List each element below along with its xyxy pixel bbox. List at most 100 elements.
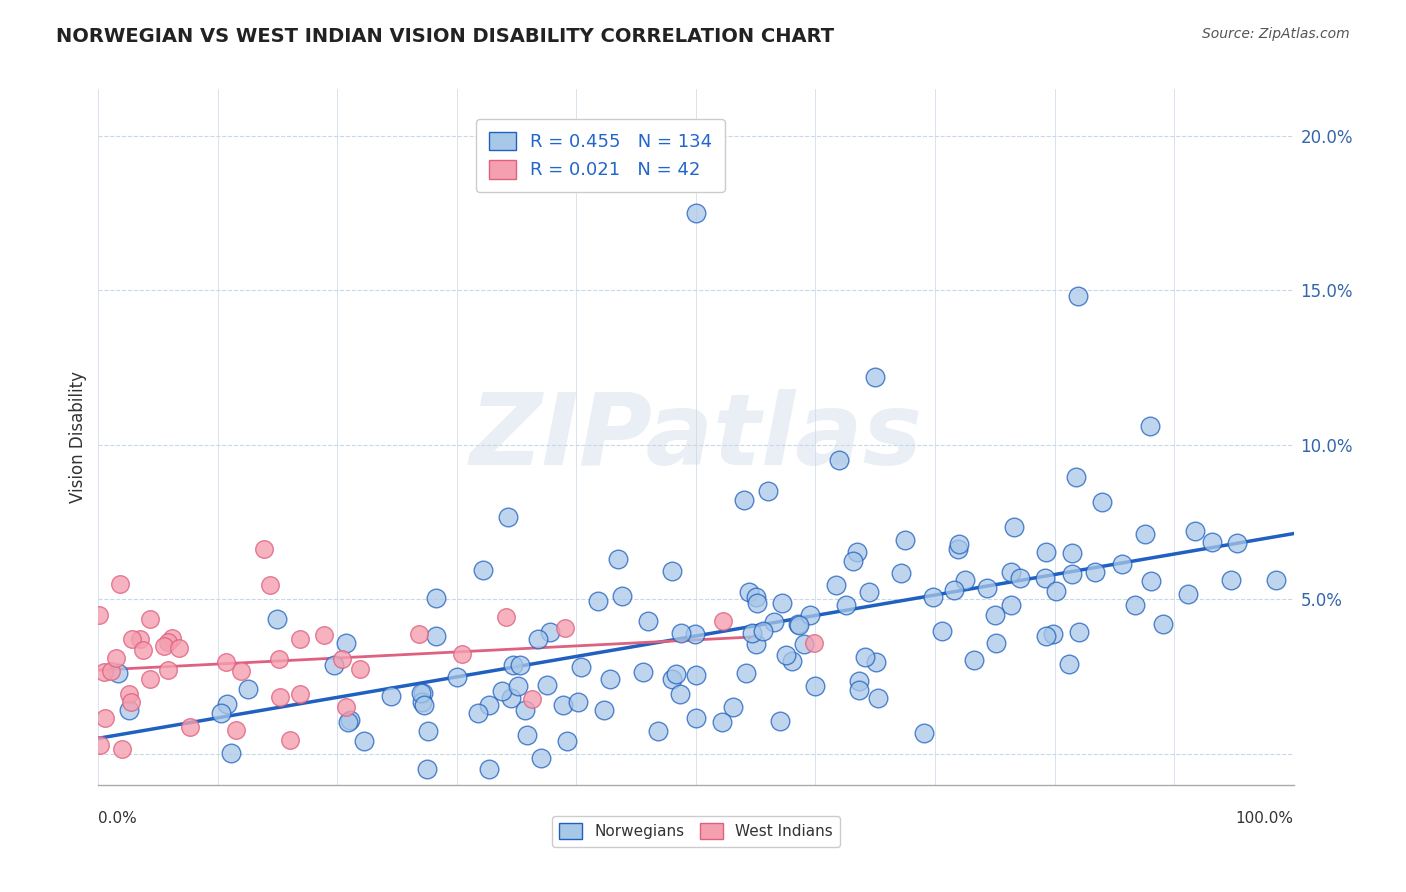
Point [94, 711, 117, 725]
Point [825, 578, 848, 592]
Point [1123, 598, 1146, 612]
Point [593, 702, 616, 716]
Point [157, 634, 180, 648]
Point [683, 627, 706, 641]
Point [323, 658, 346, 673]
Point [803, 679, 825, 693]
Point [769, 714, 792, 728]
Point [509, 658, 531, 673]
Point [118, 687, 141, 701]
Point [637, 614, 659, 628]
Point [138, 612, 160, 626]
Point [787, 618, 810, 632]
Point [555, 734, 578, 748]
Point [93, 665, 115, 680]
Text: 100.0%: 100.0% [1236, 811, 1294, 826]
Point [520, 692, 543, 706]
Point [551, 698, 574, 712]
Point [1062, 545, 1084, 559]
Point [745, 637, 768, 651]
Point [984, 636, 1007, 650]
Point [1033, 571, 1056, 585]
Point [763, 615, 786, 629]
Point [104, 651, 127, 665]
Point [834, 598, 856, 612]
Point [734, 666, 756, 681]
Point [335, 700, 357, 714]
Point [425, 591, 447, 606]
Point [335, 635, 357, 649]
Text: NORWEGIAN VS WEST INDIAN VISION DISABILITY CORRELATION CHART: NORWEGIAN VS WEST INDIAN VISION DISABILI… [56, 27, 834, 45]
Point [425, 630, 447, 644]
Point [953, 573, 976, 587]
Point [408, 627, 430, 641]
Point [120, 695, 142, 709]
Point [770, 596, 793, 610]
Point [1226, 535, 1249, 549]
Point [513, 703, 536, 717]
Point [853, 649, 876, 664]
Point [803, 636, 825, 650]
Point [412, 698, 434, 713]
Point [669, 687, 692, 701]
Point [1064, 469, 1087, 483]
Point [153, 640, 176, 654]
Point [337, 714, 360, 729]
Point [238, 682, 260, 697]
Text: 0.0%: 0.0% [98, 811, 138, 826]
Point [744, 590, 766, 604]
Point [1067, 625, 1090, 640]
Point [741, 625, 763, 640]
Point [848, 683, 870, 698]
Point [416, 723, 439, 738]
Point [87, 607, 110, 622]
Point [793, 637, 815, 651]
Point [380, 689, 402, 703]
Point [569, 660, 592, 674]
Point [554, 621, 576, 635]
Point [1045, 584, 1067, 599]
Point [1091, 495, 1114, 509]
Point [1042, 626, 1064, 640]
Point [1000, 598, 1022, 612]
Point [786, 617, 808, 632]
Point [219, 747, 242, 761]
Point [1201, 535, 1223, 549]
Point [828, 453, 851, 467]
Point [865, 369, 887, 384]
Point [478, 763, 501, 777]
Point [865, 656, 887, 670]
Point [685, 668, 707, 682]
Point [269, 690, 291, 704]
Point [756, 484, 779, 499]
Y-axis label: Vision Disability: Vision Disability [69, 371, 87, 503]
Point [912, 726, 935, 740]
Point [894, 533, 917, 547]
Point [209, 706, 232, 721]
Point [976, 582, 998, 596]
Point [108, 577, 131, 591]
Point [710, 714, 733, 729]
Point [412, 686, 434, 700]
Point [157, 663, 180, 677]
Point [516, 728, 538, 742]
Point [501, 691, 523, 706]
Point [1008, 571, 1031, 585]
Point [491, 683, 513, 698]
Point [567, 695, 589, 709]
Point [868, 690, 890, 705]
Point [685, 711, 707, 725]
Point [502, 657, 524, 672]
Point [948, 537, 970, 551]
Point [179, 720, 201, 734]
Point [946, 542, 969, 557]
Point [665, 667, 688, 681]
Point [775, 648, 797, 663]
Point [330, 652, 353, 666]
Point [215, 655, 238, 669]
Point [721, 700, 744, 714]
Point [266, 612, 288, 626]
Point [733, 493, 755, 508]
Point [1057, 657, 1080, 671]
Point [409, 686, 432, 700]
